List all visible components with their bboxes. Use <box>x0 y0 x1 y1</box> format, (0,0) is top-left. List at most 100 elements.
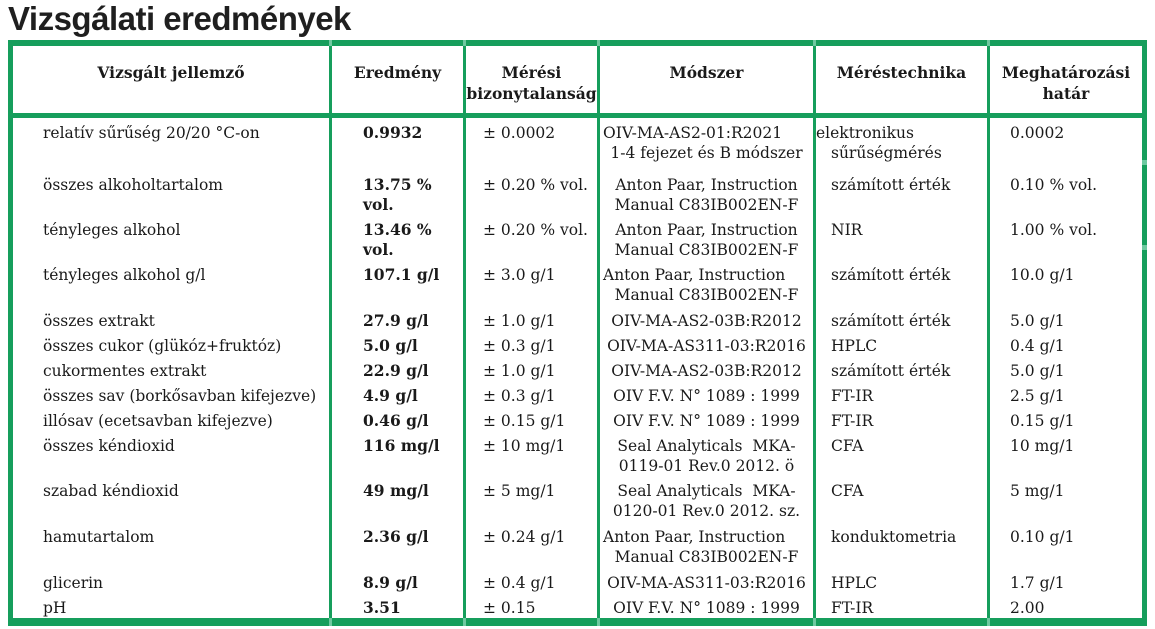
property-cell: illósav (ecetsavban kifejezve) <box>13 406 329 431</box>
border-notch <box>1142 160 1147 165</box>
method-line: Anton Paar, Instruction <box>615 221 798 239</box>
technique-cell: HPLC <box>813 331 987 356</box>
technique-line: sűrűségmérés <box>831 144 942 162</box>
table-row: pH 3.51 ± 0.15 OIV F.V. N° 1089 : 1999 FT-IR… <box>13 593 1142 618</box>
technique-cell: számított érték <box>813 170 987 215</box>
header-property: Vizsgált jellemző <box>13 46 329 118</box>
header-uncertainty: Mérési bizonytalanság <box>463 46 597 118</box>
border-seam <box>463 40 466 46</box>
result-cell: 13.46 % vol. <box>329 215 463 260</box>
result-cell: 107.1 g/l <box>329 260 463 306</box>
limit-cell: 10 mg/1 <box>987 431 1142 476</box>
property-cell: tényleges alkohol <box>13 215 329 260</box>
property-cell: pH <box>13 593 329 618</box>
results-table-body: relatív sűrűség 20/20 °C-on 0.9932 ± 0.000… <box>13 118 1142 618</box>
technique-cell: CFA <box>813 431 987 476</box>
limit-cell: 5 mg/1 <box>987 476 1142 522</box>
results-table-grid: Vizsgált jellemző Eredmény Mérési bizony… <box>8 40 1147 626</box>
property-cell: összes alkoholtartalom <box>13 170 329 215</box>
method-line: Seal Analyticals MKA- <box>617 437 796 455</box>
technique-line: konduktometria <box>831 528 957 546</box>
border-seam <box>597 40 600 46</box>
header-limit: Meghatározási határ <box>987 46 1142 118</box>
property-cell: összes kéndioxid <box>13 431 329 476</box>
header-method: Módszer <box>597 46 813 118</box>
limit-cell: 1.7 g/1 <box>987 568 1142 593</box>
uncertainty-cell: ± 10 mg/1 <box>463 431 597 476</box>
technique-cell: FT-IR <box>813 593 987 618</box>
result-cell: 0.46 g/l <box>329 406 463 431</box>
technique-line: elektronikus <box>816 124 914 142</box>
technique-cell: NIR <box>813 215 987 260</box>
method-line: OIV-MA-AS2-01:R2021 <box>603 124 783 142</box>
technique-line: NIR <box>831 221 863 239</box>
table-row: összes extrakt 27.9 g/l ± 1.0 g/1 OIV-MA-AS… <box>13 306 1142 331</box>
result-cell: 0.9932 <box>329 118 463 170</box>
result-cell: 49 mg/l <box>329 476 463 522</box>
technique-cell: számított érték <box>813 306 987 331</box>
table-row: tényleges alkohol g/l 107.1 g/l ± 3.0 g/1 A… <box>13 260 1142 306</box>
table-row: cukormentes extrakt 22.9 g/l ± 1.0 g/1 OIV-… <box>13 356 1142 381</box>
border-seam <box>813 40 816 46</box>
uncertainty-cell: ± 5 mg/1 <box>463 476 597 522</box>
technique-cell: konduktometria <box>813 522 987 568</box>
method-line: OIV F.V. N° 1089 : 1999 <box>613 387 800 405</box>
technique-line: számított érték <box>831 362 951 380</box>
uncertainty-cell: ± 0.15 g/1 <box>463 406 597 431</box>
property-cell: hamutartalom <box>13 522 329 568</box>
limit-cell: 0.0002 <box>987 118 1142 170</box>
result-cell: 13.75 % vol. <box>329 170 463 215</box>
method-line: OIV-MA-AS2-03B:R2012 <box>611 312 802 330</box>
uncertainty-cell: ± 0.20 % vol. <box>463 170 597 215</box>
method-line: 0119-01 Rev.0 2012. ö <box>618 457 795 475</box>
limit-cell: 0.15 g/1 <box>987 406 1142 431</box>
property-cell: glicerin <box>13 568 329 593</box>
table-row: illósav (ecetsavban kifejezve) 0.46 g/l ± … <box>13 406 1142 431</box>
uncertainty-cell: ± 0.3 g/1 <box>463 381 597 406</box>
technique-line: HPLC <box>831 337 878 355</box>
uncertainty-cell: ± 3.0 g/1 <box>463 260 597 306</box>
uncertainty-cell: ± 0.4 g/1 <box>463 568 597 593</box>
technique-line: számított érték <box>831 266 951 284</box>
uncertainty-cell: ± 0.0002 <box>463 118 597 170</box>
technique-line: FT-IR <box>831 387 874 405</box>
property-cell: összes sav (borkősavban kifejezve) <box>13 381 329 406</box>
table-row: összes alkoholtartalom 13.75 % vol. ± 0.20… <box>13 170 1142 215</box>
method-line: OIV-MA-AS311-03:R2016 <box>607 337 806 355</box>
method-cell: OIV-MA-AS2-03B:R2012 <box>597 356 813 381</box>
method-cell: OIV-MA-AS2-03B:R2012 <box>597 306 813 331</box>
table-header: Vizsgált jellemző Eredmény Mérési bizony… <box>13 46 1142 118</box>
method-line: OIV F.V. N° 1089 : 1999 <box>613 599 800 617</box>
method-cell: Anton Paar, Instruction Manual C83IB002EN… <box>597 170 813 215</box>
result-cell: 2.36 g/l <box>329 522 463 568</box>
method-line: 0120-01 Rev.0 2012. sz. <box>612 502 801 520</box>
result-cell: 8.9 g/l <box>329 568 463 593</box>
method-line: Anton Paar, Instruction <box>603 266 786 284</box>
table-row: glicerin 8.9 g/l ± 0.4 g/1 OIV-MA-AS311-03:… <box>13 568 1142 593</box>
method-line: Anton Paar, Instruction <box>615 176 798 194</box>
limit-cell: 0.10 % vol. <box>987 170 1142 215</box>
limit-cell: 5.0 g/1 <box>987 306 1142 331</box>
border-seam <box>813 618 816 626</box>
border-seam <box>597 618 600 626</box>
result-cell: 22.9 g/l <box>329 356 463 381</box>
border-seam <box>987 40 990 46</box>
uncertainty-cell: ± 0.24 g/1 <box>463 522 597 568</box>
property-cell: szabad kéndioxid <box>13 476 329 522</box>
technique-cell: HPLC <box>813 568 987 593</box>
result-cell: 3.51 <box>329 593 463 618</box>
technique-line: CFA <box>831 482 864 500</box>
method-cell: OIV-MA-AS311-03:R2016 <box>597 331 813 356</box>
method-cell: OIV F.V. N° 1089 : 1999 <box>597 593 813 618</box>
uncertainty-cell: ± 0.15 <box>463 593 597 618</box>
method-line: Anton Paar, Instruction <box>603 528 786 546</box>
method-line: Manual C83IB002EN-F <box>614 286 799 304</box>
technique-line: CFA <box>831 437 864 455</box>
limit-cell: 2.00 <box>987 593 1142 618</box>
method-line: Manual C83IB002EN-F <box>614 548 799 566</box>
table-row: relatív sűrűség 20/20 °C-on 0.9932 ± 0.000… <box>13 118 1142 170</box>
technique-cell: számított érték <box>813 260 987 306</box>
technique-line: számított érték <box>831 312 951 330</box>
technique-line: FT-IR <box>831 412 874 430</box>
method-cell: Anton Paar, Instruction Manual C83IB002EN… <box>597 260 813 306</box>
